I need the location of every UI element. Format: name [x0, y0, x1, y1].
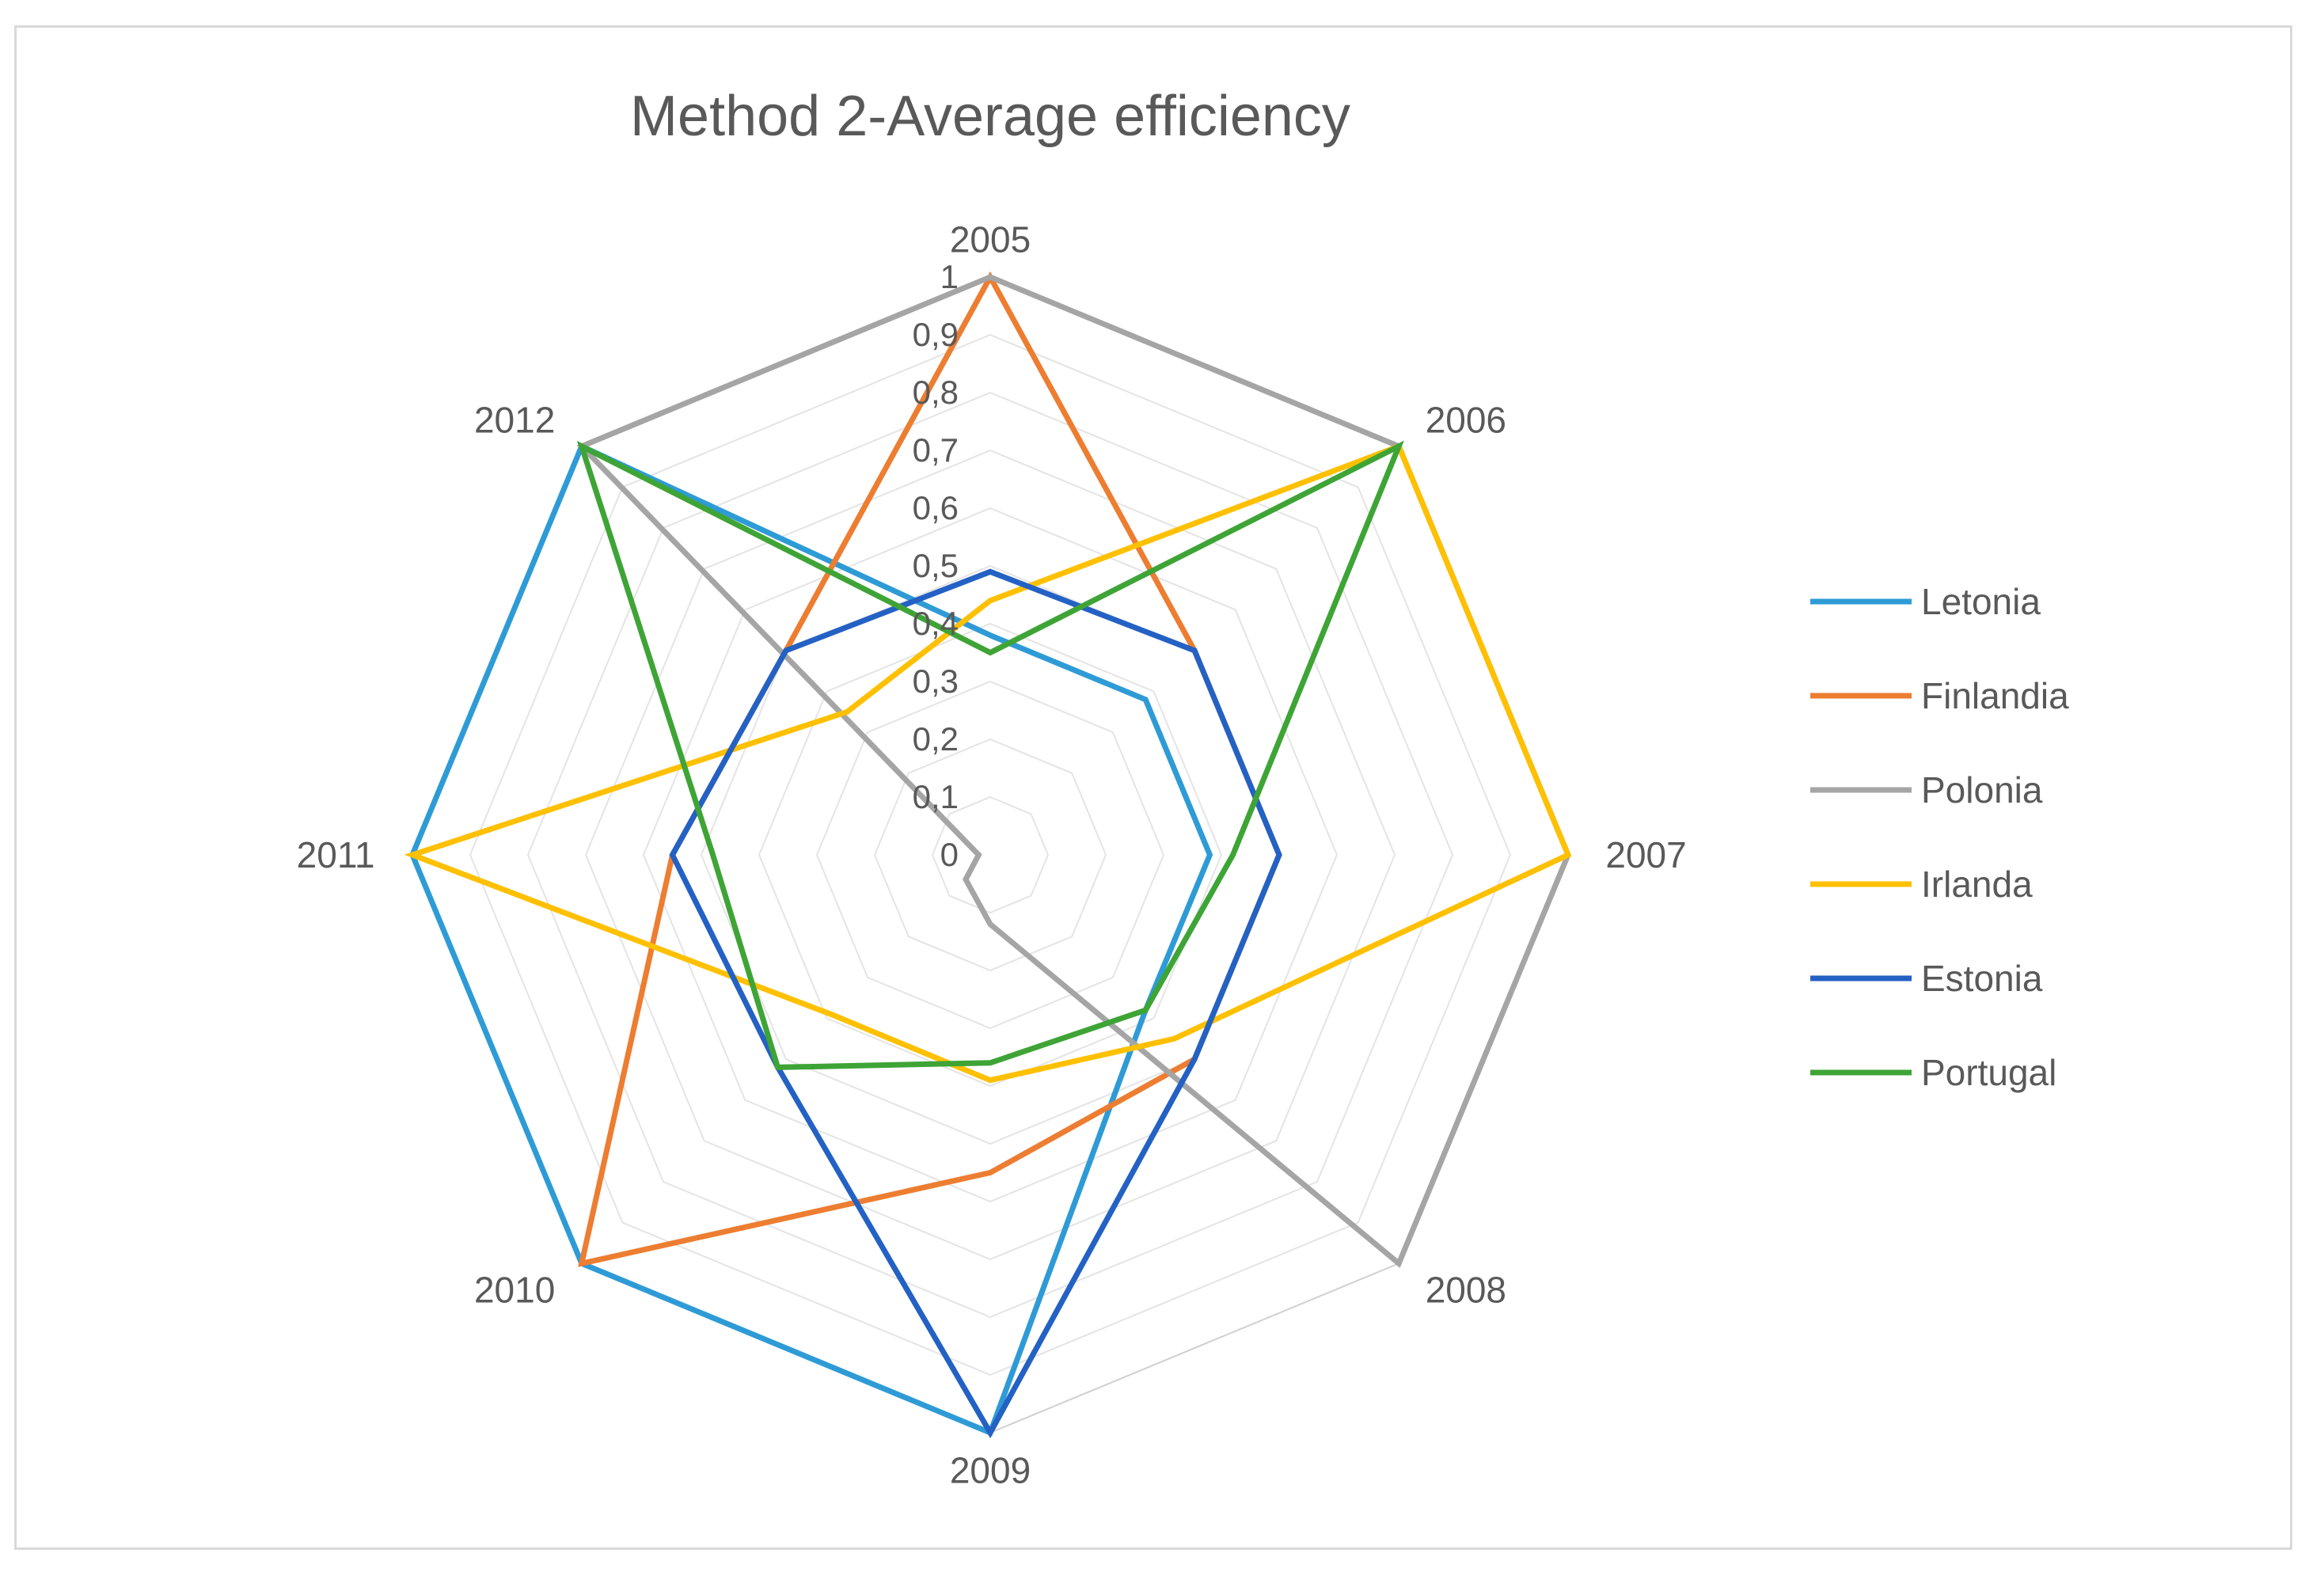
series-polonia [576, 274, 1571, 1268]
legend-label-irlanda: Irlanda [1921, 864, 2033, 905]
legend-label-polonia: Polonia [1921, 769, 2043, 811]
data-series [404, 271, 1572, 1439]
axis-label-2007: 2007 [1605, 834, 1686, 875]
legend-label-finlandia: Finlandia [1921, 675, 2069, 716]
tick-label: 0,7 [913, 431, 959, 469]
legend-label-estonia: Estonia [1921, 958, 2043, 999]
series-irlanda [404, 442, 1572, 1084]
grid-ring [526, 391, 1454, 1319]
axis-label-2005: 2005 [950, 219, 1031, 260]
series-estonia [669, 568, 1282, 1439]
grid-ring [469, 333, 1512, 1376]
legend: Letonia Finlandia Polonia Irlanda Estonia Por… [1810, 581, 2069, 1093]
axis-label-2006: 2006 [1426, 399, 1506, 440]
axis-label-2010: 2010 [474, 1270, 555, 1311]
tick-label: 0,9 [913, 316, 959, 353]
tick-label: 0,1 [913, 778, 959, 815]
tick-label: 0 [940, 836, 959, 873]
tick-label: 0,6 [913, 489, 959, 526]
tick-label: 0,2 [913, 720, 959, 758]
value-axis-ticks: 0 0,1 0,2 0,3 0,4 0,5 0,6 0,7 0,8 0,9 1 [913, 258, 959, 873]
grid-ring [642, 507, 1339, 1203]
tick-label: 0,3 [913, 663, 959, 700]
grid-ring [815, 680, 1165, 1030]
series-portugal [576, 440, 1404, 1070]
grid-ring [584, 449, 1396, 1261]
tick-label: 0,4 [913, 605, 959, 642]
radar-chart: Method 2-Average efficiency 2005 2006 2007… [297, 85, 2069, 1491]
category-axis-labels: 2005 2006 2007 2008 2009 2010 2011 2012 [297, 219, 1687, 1491]
axis-label-2009: 2009 [950, 1449, 1031, 1490]
chart-frame: Method 2-Average efficiency 2005 2006 2007… [14, 25, 2292, 1550]
axis-label-2012: 2012 [474, 399, 555, 440]
tick-label: 0,8 [913, 374, 959, 411]
legend-label-letonia: Letonia [1921, 581, 2041, 622]
axis-label-2008: 2008 [1426, 1270, 1506, 1311]
legend-label-portugal: Portugal [1921, 1052, 2056, 1093]
chart-title: Method 2-Average efficiency [630, 85, 1350, 148]
grid-ring [873, 738, 1107, 972]
grid-ring [758, 622, 1223, 1088]
tick-label: 1 [940, 258, 959, 295]
tick-label: 0,5 [913, 547, 959, 584]
grid-ring [931, 795, 1050, 914]
axis-label-2011: 2011 [297, 834, 375, 875]
